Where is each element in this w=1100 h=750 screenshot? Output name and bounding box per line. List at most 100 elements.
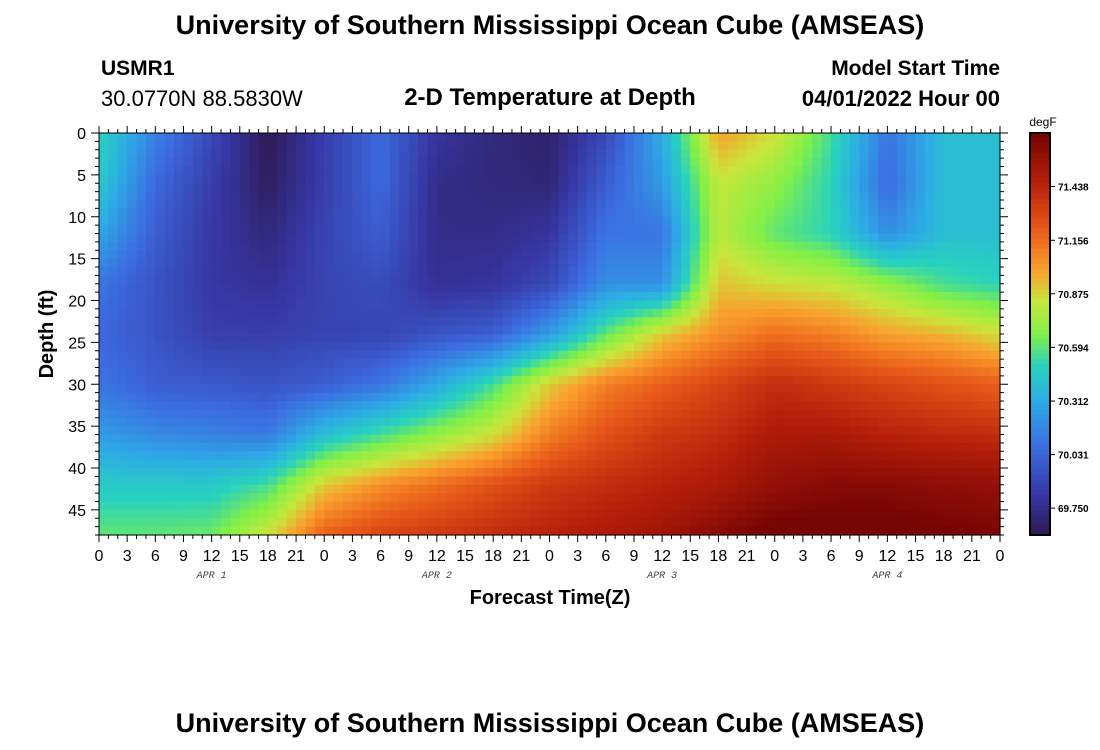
heatmap-cell [258,325,269,335]
heatmap-cell [465,241,476,251]
heatmap-cell [446,459,457,469]
heatmap-cell [662,350,673,360]
heatmap-cell [145,208,156,218]
heatmap-cell [671,334,682,343]
heatmap-cell [511,308,522,318]
heatmap-cell [699,384,710,394]
heatmap-cell [652,493,663,503]
heatmap-cell [474,166,485,176]
heatmap-cell [99,200,109,209]
heatmap-cell [831,484,842,494]
heatmap-cell [877,493,888,503]
heatmap-cell [549,283,560,293]
heatmap-cell [755,476,766,486]
heatmap-cell [906,133,917,142]
heatmap-cell [887,225,898,235]
heatmap-cell [474,350,485,360]
heatmap-cell [174,342,185,352]
heatmap-cell [981,392,992,402]
heatmap-cell [474,342,485,352]
heatmap-cell [343,308,354,318]
heatmap-cell [427,300,438,310]
heatmap-cell [530,384,541,394]
heatmap-cell [174,275,185,285]
heatmap-cell [633,518,644,528]
heatmap-cell [671,459,682,469]
heatmap-cell [249,191,260,201]
heatmap-cell [211,501,222,511]
heatmap-cell [652,149,663,159]
heatmap-cell [483,149,494,159]
colorbar-segment [1030,138,1050,144]
heatmap-cell [737,375,748,385]
heatmap-cell [981,317,992,327]
heatmap-cell [943,501,954,511]
heatmap-cell [343,426,354,436]
heatmap-cell [465,149,476,159]
heatmap-cell [418,350,429,360]
heatmap-cell [943,493,954,503]
heatmap-cell [296,141,307,151]
heatmap-cell [296,233,307,243]
heatmap-cell [727,509,738,519]
heatmap-cell [549,141,560,151]
heatmap-cell [380,166,391,176]
heatmap-cell [812,459,823,469]
heatmap-cell [643,518,654,528]
heatmap-cell [502,191,513,201]
heatmap-cell [117,426,128,436]
heatmap-cell [915,149,926,159]
heatmap-cell [671,233,682,243]
heatmap-cell [418,417,429,427]
heatmap-cell [221,166,231,176]
heatmap-cell [596,434,607,444]
heatmap-cell [155,468,166,477]
heatmap-cell [934,141,945,151]
heatmap-cell [408,367,419,377]
heatmap-cell [352,484,363,494]
heatmap-cell [324,409,335,419]
heatmap-cell [408,241,419,251]
heatmap-cell [136,233,147,243]
heatmap-cell [192,417,203,427]
heatmap-cell [662,267,673,276]
heatmap-cell [305,417,316,427]
heatmap-cell [221,241,231,251]
heatmap-cell [108,384,119,394]
heatmap-cell [361,442,372,452]
heatmap-cell [296,434,307,444]
x-tick-label: 15 [907,548,925,565]
heatmap-cell [296,359,307,369]
colorbar-segment [1030,183,1050,189]
heatmap-cell [436,300,447,310]
heatmap-cell [953,359,964,369]
heatmap-cell [605,258,616,268]
heatmap-cell [446,267,457,276]
heatmap-cell [521,409,532,419]
heatmap-cell [230,308,241,318]
heatmap-cell [643,275,654,285]
heatmap-cell [587,158,598,168]
heatmap-cell [352,174,363,184]
heatmap-cell [511,133,522,142]
heatmap-cell [399,342,410,352]
heatmap-cell [821,476,832,486]
heatmap-cell [389,375,400,385]
heatmap-cell [784,283,795,293]
heatmap-cell [474,501,485,511]
heatmap-cell [934,493,945,503]
heatmap-cell [662,434,673,444]
heatmap-cell [371,451,382,461]
heatmap-cell [802,526,813,536]
heatmap-cell [633,200,644,209]
heatmap-cell [145,434,156,444]
heatmap-cell [690,384,701,394]
heatmap-cell [145,442,156,452]
heatmap-cell [286,342,297,352]
heatmap-cell [793,350,804,360]
heatmap-cell [746,509,757,519]
heatmap-cell [680,233,691,243]
heatmap-cell [737,133,748,142]
heatmap-cell [446,509,457,519]
heatmap-cell [267,166,278,176]
